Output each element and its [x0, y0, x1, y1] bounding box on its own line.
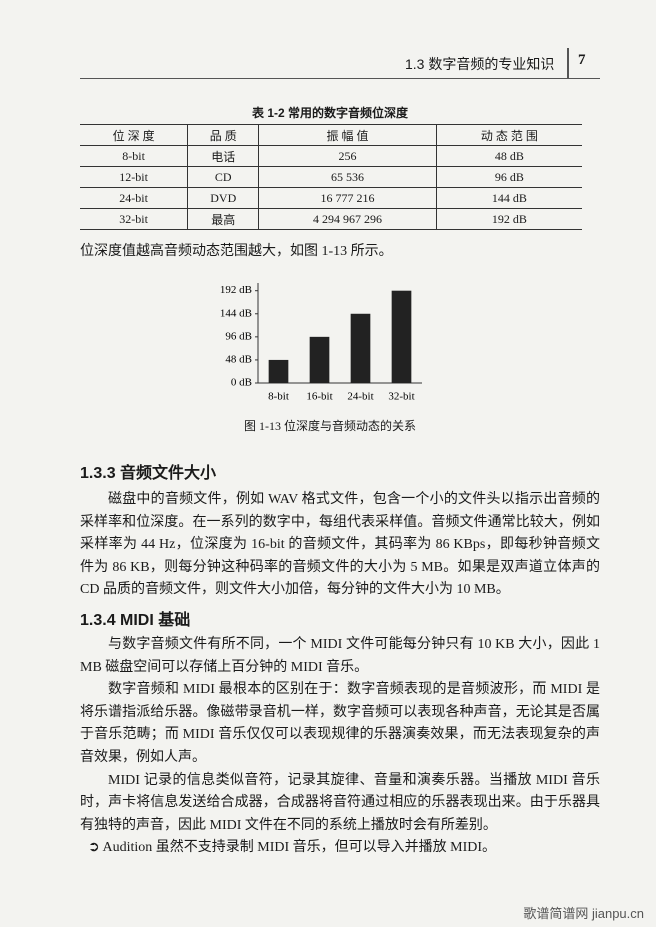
- section-heading: 1.3.3 音频文件大小: [80, 465, 217, 482]
- x-tick-label: 16-bit: [306, 391, 332, 403]
- figure-caption: 图 1-13 位深度与音频动态的关系: [244, 419, 416, 433]
- paragraph: 磁盘中的音频文件，例如 WAV 格式文件，包含一个小的文件头以指示出音频的采样率…: [80, 492, 600, 598]
- cell: 48 dB: [435, 145, 582, 167]
- cell: 256: [258, 145, 437, 167]
- paragraph: 与数字音频文件有所不同，一个 MIDI 文件可能每分钟只有 10 KB 大小，因…: [80, 637, 600, 675]
- bar: [268, 359, 289, 383]
- y-tick-label: 96 dB: [225, 330, 252, 342]
- y-tick-label: 48 dB: [225, 353, 252, 365]
- cell: 65 536: [258, 166, 437, 188]
- y-tick-label: 192 dB: [220, 284, 252, 296]
- note-text: Audition 虽然不支持录制 MIDI 音乐，但可以导入并播放 MIDI。: [102, 840, 497, 856]
- section-body: 与数字音频文件有所不同，一个 MIDI 文件可能每分钟只有 10 KB 大小，因…: [80, 634, 600, 860]
- column-header: 振 幅 值: [258, 124, 437, 146]
- note-icon: ➲: [88, 840, 103, 856]
- header-divider: [567, 48, 569, 78]
- cell: 24-bit: [80, 187, 188, 209]
- column-header: 位 深 度: [80, 124, 188, 146]
- bar: [350, 313, 371, 383]
- column-header: 动 态 范 围: [435, 124, 582, 146]
- column-header: 品 质: [187, 124, 259, 146]
- intro: 位深度值越高音频动态范围越大，如图 1-13 所示。: [80, 244, 393, 259]
- bar: [309, 336, 330, 383]
- cell: 32-bit: [80, 208, 188, 230]
- x-tick-label: 32-bit: [388, 391, 414, 403]
- header-section: 1.3 数字音频的专业知识: [405, 56, 555, 72]
- cell: 16 777 216: [258, 187, 437, 209]
- cell: 4 294 967 296: [258, 208, 437, 230]
- page-number: 7: [578, 52, 586, 68]
- row: 24-bit DVD 16 777 216 144 dB: [80, 187, 582, 209]
- table: 位 深 度品 质振 幅 值动 态 范 围 8-bit 电话 256 48 dB 12-bi…: [80, 124, 582, 230]
- cell: 电话: [187, 145, 259, 167]
- cell: 192 dB: [435, 208, 582, 230]
- cell: DVD: [187, 187, 259, 209]
- cell: 8-bit: [80, 145, 188, 167]
- cell: 144 dB: [435, 187, 582, 209]
- table-caption: 表 1-2 常用的数字音频位深度: [251, 106, 408, 120]
- section-heading: 1.3.4 MIDI 基础: [80, 612, 191, 629]
- header-row: 位 深 度品 质振 幅 值动 态 范 围: [80, 124, 582, 146]
- bar: [391, 290, 412, 383]
- y-tick-label: 0 dB: [231, 377, 252, 389]
- paragraph: 数字音频和 MIDI 最根本的区别在于：数字音频表现的是音频波形，而 MIDI …: [80, 682, 600, 765]
- y-tick-label: 144 dB: [220, 307, 252, 319]
- note: ➲ Audition 虽然不支持录制 MIDI 音乐，但可以导入并播放 MIDI…: [80, 837, 600, 860]
- x-tick-label: 24-bit: [347, 391, 373, 403]
- x-tick-label: 8-bit: [268, 391, 289, 403]
- row: 32-bit 最高 4 294 967 296 192 dB: [80, 208, 582, 230]
- cell: 96 dB: [435, 166, 582, 188]
- row: 12-bit CD 65 536 96 dB: [80, 166, 582, 188]
- header-rule: [80, 78, 600, 79]
- row: 8-bit 电话 256 48 dB: [80, 145, 582, 167]
- watermark: 歌谱简谱网 jianpu.cn: [523, 906, 644, 921]
- cell: CD: [187, 166, 259, 188]
- paragraph: MIDI 记录的信息类似音符，记录其旋律、音量和演奏乐器。当播放 MIDI 音乐…: [80, 772, 600, 833]
- chart: 0 dB 48 dB 96 dB 144 dB 192 dB 8-bit 16-bit 24-…: [220, 283, 422, 403]
- cell: 最高: [187, 208, 259, 230]
- cell: 12-bit: [80, 166, 188, 188]
